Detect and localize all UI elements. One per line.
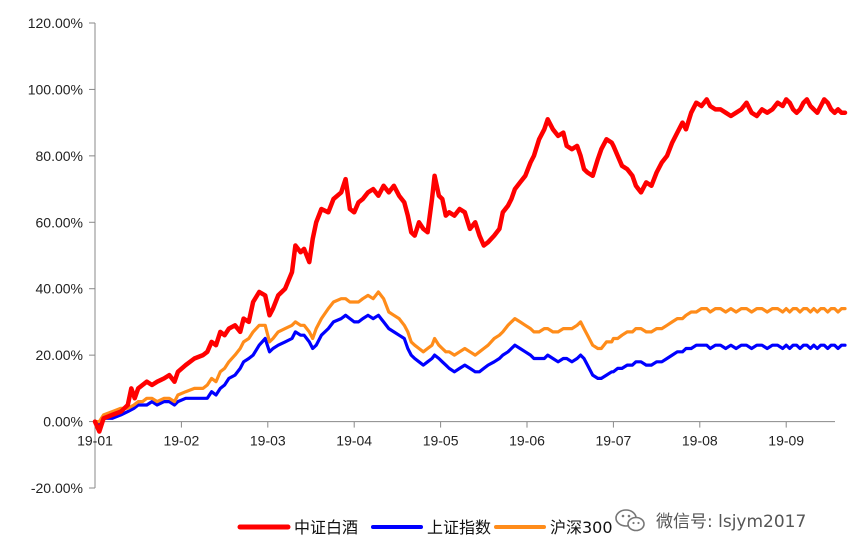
x-tick-label: 19-06 xyxy=(509,433,545,449)
y-tick-label: 20.00% xyxy=(36,347,83,363)
y-tick-label: 40.00% xyxy=(36,281,83,297)
series-lines xyxy=(92,97,848,434)
y-tick-label: 120.00% xyxy=(28,15,83,31)
series-line-hs300 xyxy=(93,290,847,424)
axes: 120.00% 100.00% 80.00% 60.00% 40.00% 20.00% 0.… xyxy=(28,15,835,496)
legend-label: 中证白酒 xyxy=(294,518,358,537)
legend: 中证白酒 上证指数 沪深300 xyxy=(237,518,613,537)
x-tick-label: 19-05 xyxy=(423,433,459,449)
x-tick-label: 19-09 xyxy=(768,433,804,449)
y-tick-label: -20.00% xyxy=(31,480,83,496)
y-tick-label: 100.00% xyxy=(28,81,83,97)
watermark: 微信号: lsjym2017 xyxy=(615,509,806,532)
wechat-icon xyxy=(615,509,645,532)
x-tick-label: 19-04 xyxy=(336,433,372,449)
y-tick-label: 80.00% xyxy=(36,148,83,164)
y-tick-label: 60.00% xyxy=(36,214,83,230)
series-line-baijiu xyxy=(92,97,848,434)
series-line-shanghai-index xyxy=(93,313,847,427)
x-tick-label: 19-03 xyxy=(250,433,286,449)
watermark-text: 微信号: lsjym2017 xyxy=(656,512,806,532)
legend-label: 上证指数 xyxy=(427,518,491,537)
legend-label: 沪深300 xyxy=(550,518,613,537)
x-tick-label: 19-01 xyxy=(77,433,113,449)
x-tick-label: 19-08 xyxy=(682,433,718,449)
x-tick-label: 19-07 xyxy=(595,433,631,449)
y-tick-label: 0.00% xyxy=(43,414,83,430)
x-tick-label: 19-02 xyxy=(163,433,199,449)
